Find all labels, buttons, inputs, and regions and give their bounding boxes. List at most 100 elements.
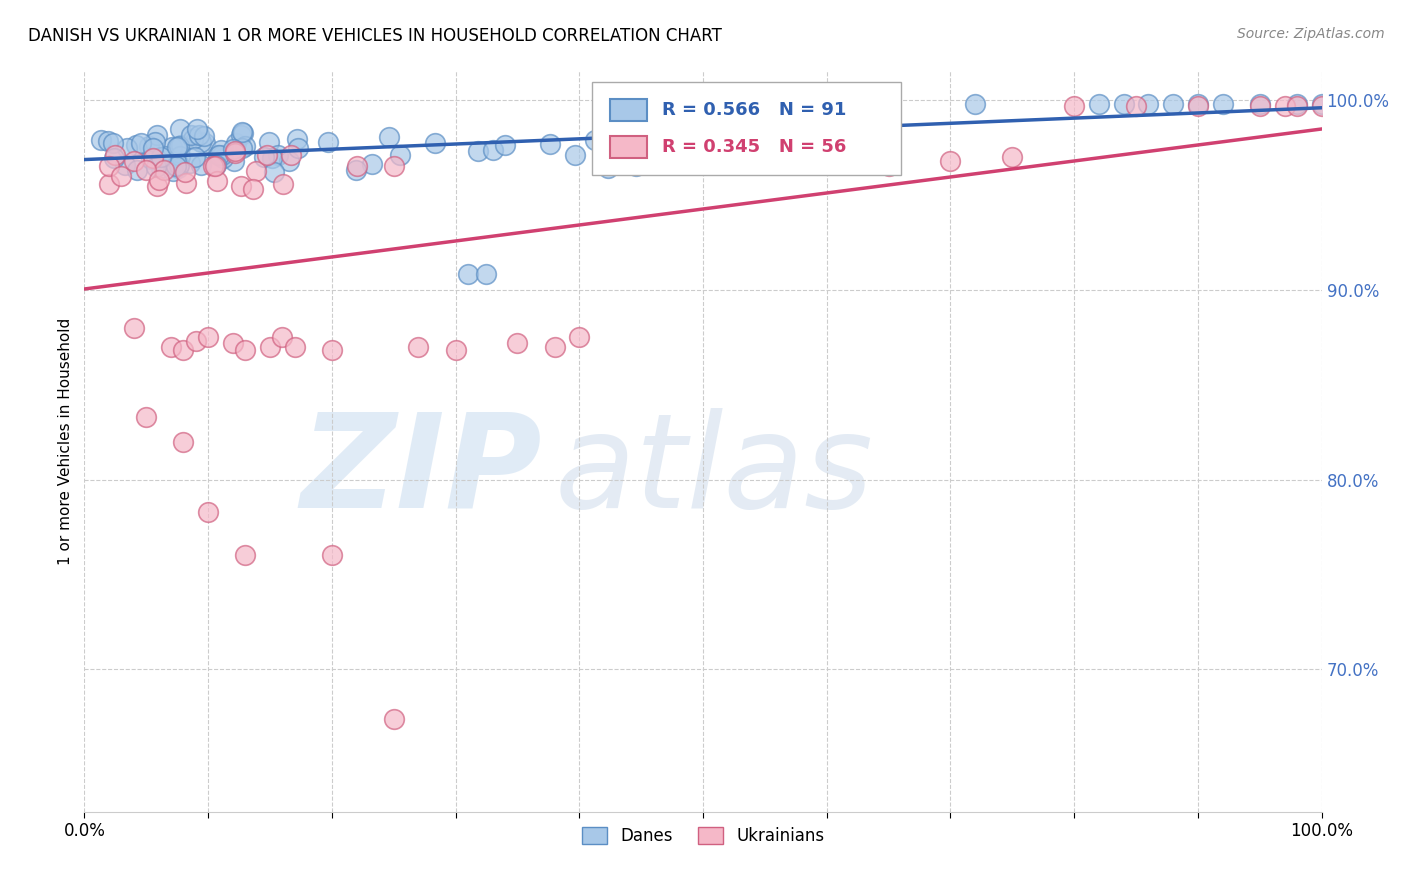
- Point: [344, 163, 367, 178]
- Point: [877, 96, 900, 111]
- Bar: [610, 99, 647, 121]
- Point: [143, 135, 166, 149]
- Point: [222, 335, 245, 350]
- Point: [233, 343, 256, 358]
- Point: [1187, 96, 1209, 111]
- Point: [257, 135, 280, 149]
- Point: [110, 169, 132, 183]
- Point: [187, 128, 209, 142]
- Point: [1112, 96, 1135, 111]
- Point: [167, 139, 190, 153]
- Point: [125, 137, 148, 152]
- Point: [167, 158, 190, 172]
- Point: [444, 343, 467, 358]
- Text: DANISH VS UKRAINIAN 1 OR MORE VEHICLES IN HOUSEHOLD CORRELATION CHART: DANISH VS UKRAINIAN 1 OR MORE VEHICLES I…: [28, 27, 723, 45]
- Point: [815, 150, 838, 164]
- Point: [1285, 96, 1308, 111]
- Point: [231, 178, 253, 193]
- Point: [360, 157, 382, 171]
- Point: [166, 139, 188, 153]
- Point: [1212, 96, 1234, 111]
- Point: [1187, 98, 1209, 112]
- Point: [346, 159, 368, 173]
- Point: [538, 136, 561, 151]
- Point: [190, 158, 212, 172]
- Point: [543, 340, 565, 354]
- Point: [160, 340, 183, 354]
- Point: [1249, 96, 1271, 111]
- Point: [97, 177, 120, 191]
- Point: [408, 340, 430, 354]
- Point: [256, 148, 278, 162]
- Point: [624, 159, 647, 173]
- Point: [170, 137, 193, 152]
- Text: R = 0.345   N = 56: R = 0.345 N = 56: [662, 138, 846, 156]
- Point: [262, 151, 284, 165]
- Point: [222, 154, 245, 169]
- Point: [467, 144, 489, 158]
- Text: ZIP: ZIP: [301, 408, 543, 534]
- Point: [233, 139, 256, 153]
- Point: [139, 152, 162, 166]
- Point: [211, 147, 233, 161]
- Point: [103, 151, 125, 165]
- Point: [184, 334, 207, 348]
- Text: R = 0.566   N = 91: R = 0.566 N = 91: [662, 101, 846, 119]
- Point: [585, 133, 607, 147]
- Point: [1001, 150, 1024, 164]
- Point: [1274, 98, 1296, 112]
- Point: [145, 161, 167, 175]
- Point: [1285, 98, 1308, 112]
- Point: [90, 133, 112, 147]
- Point: [389, 148, 412, 162]
- Point: [184, 150, 207, 164]
- Point: [190, 135, 212, 149]
- Legend: Danes, Ukrainians: Danes, Ukrainians: [575, 820, 831, 852]
- Point: [482, 144, 505, 158]
- Point: [1310, 98, 1333, 112]
- Point: [841, 96, 863, 111]
- Point: [232, 126, 254, 140]
- Point: [122, 153, 145, 168]
- Point: [160, 140, 183, 154]
- Text: atlas: atlas: [554, 408, 873, 534]
- Point: [231, 128, 253, 143]
- Point: [172, 434, 194, 449]
- Point: [382, 159, 405, 173]
- Point: [271, 330, 294, 344]
- Point: [146, 178, 169, 193]
- Point: [162, 164, 184, 178]
- Point: [316, 136, 339, 150]
- Point: [180, 128, 202, 142]
- Point: [1137, 96, 1160, 111]
- Point: [165, 159, 187, 173]
- Point: [101, 136, 124, 150]
- Point: [321, 343, 343, 358]
- Point: [193, 128, 215, 143]
- Point: [596, 161, 619, 176]
- Point: [207, 148, 229, 162]
- Point: [131, 136, 153, 150]
- Point: [245, 164, 267, 178]
- Point: [98, 159, 121, 173]
- Point: [104, 147, 127, 161]
- Point: [153, 149, 176, 163]
- Point: [205, 157, 228, 171]
- Point: [204, 159, 226, 173]
- Point: [172, 343, 194, 358]
- Point: [877, 159, 900, 173]
- Bar: [610, 136, 647, 158]
- Point: [222, 142, 245, 156]
- Point: [224, 144, 246, 158]
- Point: [97, 134, 120, 148]
- Point: [506, 335, 529, 350]
- Point: [568, 330, 591, 344]
- Point: [1310, 96, 1333, 111]
- Point: [377, 129, 399, 144]
- Point: [475, 268, 498, 282]
- Point: [167, 161, 190, 176]
- Point: [202, 159, 225, 173]
- Point: [457, 268, 479, 282]
- Point: [624, 153, 647, 168]
- Y-axis label: 1 or more Vehicles in Household: 1 or more Vehicles in Household: [58, 318, 73, 566]
